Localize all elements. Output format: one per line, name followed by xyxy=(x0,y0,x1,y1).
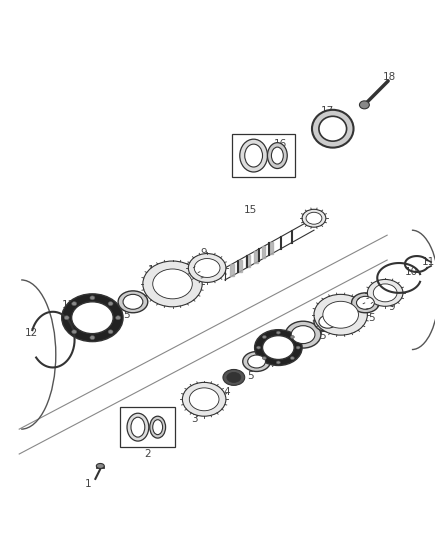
Text: 3: 3 xyxy=(191,414,198,424)
Ellipse shape xyxy=(116,316,120,320)
Text: 17: 17 xyxy=(321,106,335,116)
Ellipse shape xyxy=(96,464,104,469)
Text: 13: 13 xyxy=(62,300,75,310)
Ellipse shape xyxy=(290,357,294,360)
Ellipse shape xyxy=(245,144,262,167)
Ellipse shape xyxy=(257,346,261,349)
Ellipse shape xyxy=(268,143,287,168)
Ellipse shape xyxy=(262,336,294,360)
Polygon shape xyxy=(261,246,265,259)
Text: 18: 18 xyxy=(382,72,396,82)
Ellipse shape xyxy=(357,296,374,309)
Ellipse shape xyxy=(247,355,265,368)
Ellipse shape xyxy=(262,357,266,360)
Bar xyxy=(232,134,295,177)
Polygon shape xyxy=(238,260,242,272)
Ellipse shape xyxy=(223,369,245,385)
Ellipse shape xyxy=(373,284,397,302)
Ellipse shape xyxy=(285,321,321,348)
Polygon shape xyxy=(269,242,273,254)
Ellipse shape xyxy=(290,336,294,338)
Ellipse shape xyxy=(276,361,280,364)
Text: 11: 11 xyxy=(422,257,435,267)
Ellipse shape xyxy=(189,388,219,411)
Ellipse shape xyxy=(127,413,149,441)
Ellipse shape xyxy=(131,417,145,437)
Text: 14: 14 xyxy=(148,265,161,275)
Ellipse shape xyxy=(352,293,379,313)
Text: 5: 5 xyxy=(320,330,326,341)
Text: 10: 10 xyxy=(404,267,417,277)
Ellipse shape xyxy=(367,279,403,306)
Ellipse shape xyxy=(314,294,367,335)
Ellipse shape xyxy=(272,147,283,164)
Text: 6: 6 xyxy=(280,352,286,362)
Text: 2: 2 xyxy=(145,449,151,459)
Text: 7: 7 xyxy=(269,359,276,369)
Ellipse shape xyxy=(243,352,270,372)
Ellipse shape xyxy=(319,315,337,328)
Text: 16: 16 xyxy=(274,139,287,149)
Ellipse shape xyxy=(276,331,280,334)
Ellipse shape xyxy=(188,254,226,282)
Ellipse shape xyxy=(296,346,300,349)
Bar xyxy=(120,407,176,447)
Ellipse shape xyxy=(108,302,113,305)
Ellipse shape xyxy=(314,312,342,332)
Ellipse shape xyxy=(118,291,148,313)
Text: 8: 8 xyxy=(349,325,356,335)
Ellipse shape xyxy=(72,302,77,305)
Ellipse shape xyxy=(150,416,166,438)
Ellipse shape xyxy=(108,330,113,334)
Ellipse shape xyxy=(360,101,369,109)
Text: 5: 5 xyxy=(123,310,129,320)
Text: 1: 1 xyxy=(85,479,92,489)
Polygon shape xyxy=(254,251,258,263)
Ellipse shape xyxy=(254,330,302,366)
Ellipse shape xyxy=(153,269,192,299)
Ellipse shape xyxy=(182,382,226,416)
Text: 9: 9 xyxy=(201,248,208,258)
Ellipse shape xyxy=(227,373,241,382)
Ellipse shape xyxy=(64,316,69,320)
Ellipse shape xyxy=(319,116,346,141)
Text: 5: 5 xyxy=(247,372,254,382)
Ellipse shape xyxy=(323,301,358,328)
Ellipse shape xyxy=(72,330,77,334)
Polygon shape xyxy=(230,264,234,276)
Polygon shape xyxy=(246,255,250,267)
Ellipse shape xyxy=(62,294,123,342)
Text: 12: 12 xyxy=(25,328,38,337)
Ellipse shape xyxy=(72,302,113,334)
Ellipse shape xyxy=(153,419,162,434)
Ellipse shape xyxy=(123,294,143,309)
Text: 15: 15 xyxy=(244,205,257,215)
Ellipse shape xyxy=(312,110,353,148)
Ellipse shape xyxy=(194,259,220,278)
Text: 4: 4 xyxy=(224,387,230,397)
Ellipse shape xyxy=(90,336,95,340)
Ellipse shape xyxy=(143,261,202,307)
Ellipse shape xyxy=(302,209,326,227)
Text: 5: 5 xyxy=(368,313,374,323)
Ellipse shape xyxy=(291,326,315,344)
Ellipse shape xyxy=(240,139,268,172)
Ellipse shape xyxy=(262,336,266,338)
Text: 9: 9 xyxy=(389,302,396,312)
Ellipse shape xyxy=(306,212,322,224)
Text: 7: 7 xyxy=(295,343,301,352)
Ellipse shape xyxy=(90,296,95,300)
